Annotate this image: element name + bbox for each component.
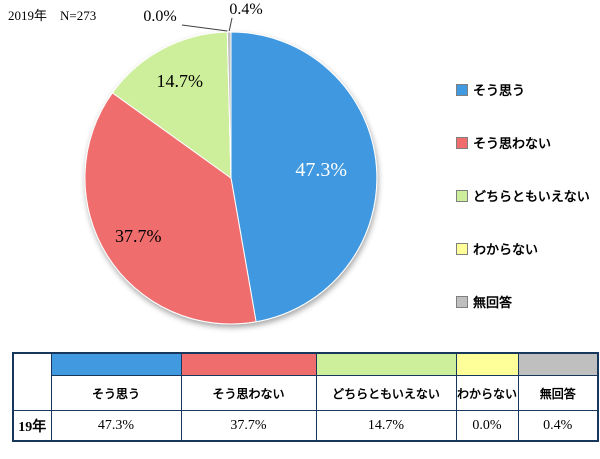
pie-slice-1 bbox=[84, 92, 257, 325]
legend-item-2: どちらともいえない bbox=[456, 186, 590, 205]
data-table: そう思う そう思わない どちらともいえない わからない 無回答 19年 47.3% 37.7%… bbox=[12, 352, 599, 442]
pie-value-label-0: 47.3% bbox=[295, 159, 347, 181]
table-header-cell-2: どちらともいえない bbox=[315, 375, 457, 411]
table-color-row bbox=[12, 352, 599, 411]
table-row-label: 19年 bbox=[12, 410, 52, 442]
leader-line-3 bbox=[181, 24, 228, 32]
legend-item-1: そう思わない bbox=[456, 133, 590, 152]
pie-slice-0 bbox=[230, 31, 378, 323]
table-value-cell-2: 14.7% bbox=[315, 410, 457, 442]
legend-swatch-icon bbox=[456, 295, 468, 308]
table-header-cell-3: わからない bbox=[455, 375, 519, 411]
table-color-cell-2 bbox=[315, 352, 457, 376]
table-color-cell-1 bbox=[180, 352, 317, 376]
pie-value-label-2: 14.7% bbox=[157, 71, 204, 91]
pie-slice-4 bbox=[226, 31, 232, 179]
table-value-cell-4: 0.4% bbox=[517, 410, 599, 442]
pie-value-label-1: 37.7% bbox=[115, 226, 162, 246]
table-value-cell-3: 0.0% bbox=[455, 410, 519, 442]
legend-swatch-icon bbox=[456, 189, 468, 202]
legend-label: 無回答 bbox=[473, 295, 513, 310]
legend-label: そう思わない bbox=[473, 136, 552, 151]
table-color-cell-4 bbox=[517, 352, 599, 376]
table-header-cell-0: そう思う bbox=[50, 375, 182, 411]
legend-label: どちらともいえない bbox=[473, 189, 590, 204]
leader-line-4 bbox=[228, 17, 233, 32]
legend-label: わからない bbox=[473, 242, 539, 257]
legend-item-0: そう思う bbox=[456, 80, 590, 99]
table-color-cell-0 bbox=[50, 352, 182, 376]
pie-value-label-4: 0.4% bbox=[229, 1, 262, 18]
legend-swatch-icon bbox=[456, 136, 468, 149]
table-header-cell-4: 無回答 bbox=[517, 375, 599, 411]
legend: そう思うそう思わないどちらともいえない わからない無回答 bbox=[456, 80, 590, 311]
pie-value-label-3: 0.0% bbox=[143, 8, 176, 25]
table-value-cell-0: 47.3% bbox=[50, 410, 182, 442]
table-corner-cell bbox=[12, 352, 52, 411]
legend-swatch-icon bbox=[456, 242, 468, 255]
table-color-cell-3 bbox=[455, 352, 519, 376]
legend-swatch-icon bbox=[456, 83, 468, 96]
legend-item-4: 無回答 bbox=[456, 292, 590, 311]
table-value-row: 19年 47.3% 37.7% 14.7% 0.0% 0.4% bbox=[12, 410, 599, 442]
legend-label: そう思う bbox=[473, 83, 526, 98]
table-value-cell-1: 37.7% bbox=[180, 410, 317, 442]
chart-title: 2019年 N=273 bbox=[8, 8, 97, 23]
pie-chart: 47.3% 37.7% 14.7% 0.0% 0.4% bbox=[84, 1, 378, 325]
table-header-cell-1: そう思わない bbox=[180, 375, 317, 411]
pie-slice-2 bbox=[111, 31, 232, 179]
legend-item-3: わからない bbox=[456, 239, 590, 258]
table-header-row: そう思う そう思わない どちらともいえない わからない 無回答 bbox=[13, 375, 599, 411]
